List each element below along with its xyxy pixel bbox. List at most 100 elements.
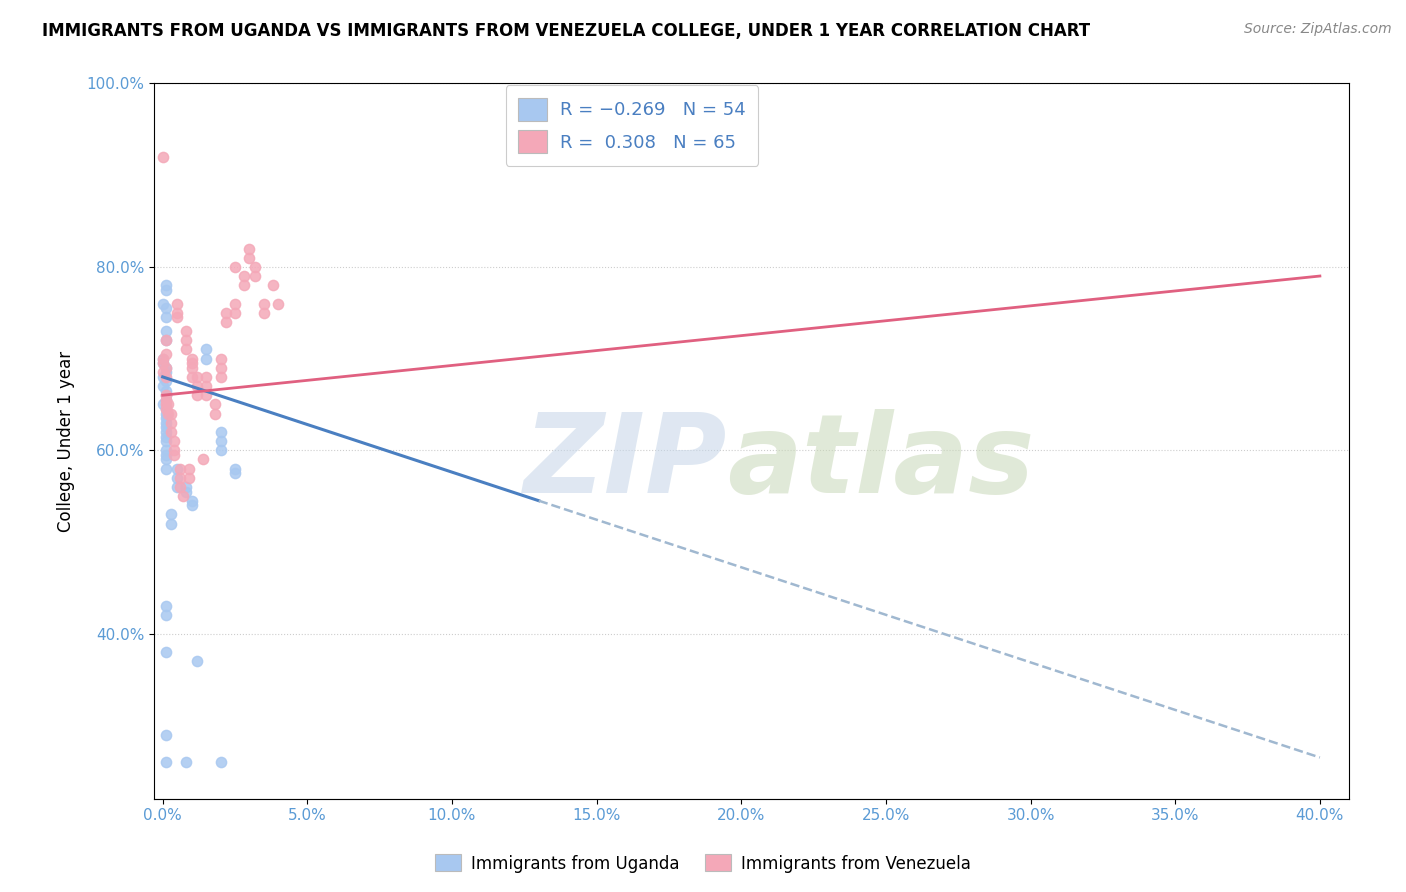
Point <box>204 407 226 421</box>
Point <box>155 452 177 467</box>
Point <box>155 599 177 614</box>
Point <box>155 324 177 338</box>
Point <box>195 351 218 366</box>
Point <box>155 448 177 462</box>
Point <box>155 384 177 398</box>
Point <box>195 379 218 393</box>
Point <box>160 416 183 430</box>
Point <box>174 484 197 499</box>
Point <box>174 755 197 769</box>
Point <box>155 388 177 402</box>
Point <box>180 498 202 512</box>
Point <box>174 324 197 338</box>
Point <box>155 360 177 375</box>
Point <box>155 301 177 315</box>
Point <box>155 392 177 407</box>
Point <box>155 411 177 425</box>
Point <box>177 471 200 485</box>
Y-axis label: College, Under 1 year: College, Under 1 year <box>58 351 75 532</box>
Point <box>163 443 186 458</box>
Point <box>155 360 177 375</box>
Point <box>180 360 202 375</box>
Point <box>209 370 232 384</box>
Point <box>152 356 174 370</box>
Point <box>186 370 208 384</box>
Point <box>155 392 177 407</box>
Point <box>155 608 177 623</box>
Point <box>238 251 260 265</box>
Point <box>163 448 186 462</box>
Point <box>209 351 232 366</box>
Point <box>160 516 183 531</box>
Point <box>155 434 177 449</box>
Point <box>215 306 238 320</box>
Point <box>163 434 186 449</box>
Point <box>224 296 246 310</box>
Point <box>172 489 194 503</box>
Point <box>209 360 232 375</box>
Point <box>186 388 208 402</box>
Point <box>166 306 188 320</box>
Point <box>209 755 232 769</box>
Point <box>174 480 197 494</box>
Point <box>152 356 174 370</box>
Point <box>155 283 177 297</box>
Point <box>174 343 197 357</box>
Point <box>186 379 208 393</box>
Point <box>180 356 202 370</box>
Point <box>152 351 174 366</box>
Point <box>155 375 177 389</box>
Point <box>155 728 177 742</box>
Point <box>224 461 246 475</box>
Point <box>152 379 174 393</box>
Point <box>155 333 177 347</box>
Point <box>262 278 284 293</box>
Legend: R = −0.269   N = 54, R =  0.308   N = 65: R = −0.269 N = 54, R = 0.308 N = 65 <box>506 86 758 166</box>
Point <box>174 333 197 347</box>
Point <box>180 493 202 508</box>
Point <box>166 461 188 475</box>
Point <box>155 402 177 417</box>
Point <box>155 310 177 325</box>
Text: atlas: atlas <box>727 409 1035 516</box>
Point <box>169 471 191 485</box>
Point <box>232 268 254 283</box>
Point <box>253 306 276 320</box>
Point <box>232 278 254 293</box>
Point <box>152 370 174 384</box>
Point <box>166 310 188 325</box>
Text: Source: ZipAtlas.com: Source: ZipAtlas.com <box>1244 22 1392 37</box>
Point <box>209 434 232 449</box>
Point <box>224 306 246 320</box>
Point <box>155 429 177 443</box>
Point <box>152 351 174 366</box>
Point <box>152 365 174 379</box>
Text: ZIP: ZIP <box>524 409 727 516</box>
Legend: Immigrants from Uganda, Immigrants from Venezuela: Immigrants from Uganda, Immigrants from … <box>427 847 979 880</box>
Point <box>160 407 183 421</box>
Point <box>209 443 232 458</box>
Point <box>155 416 177 430</box>
Point <box>224 260 246 274</box>
Point <box>155 645 177 659</box>
Point <box>155 443 177 458</box>
Point <box>238 242 260 256</box>
Point <box>166 480 188 494</box>
Point <box>155 755 177 769</box>
Point <box>180 351 202 366</box>
Point <box>166 296 188 310</box>
Point <box>186 654 208 668</box>
Point <box>160 508 183 522</box>
Point <box>155 420 177 434</box>
Point <box>155 370 177 384</box>
Point <box>253 296 276 310</box>
Point <box>195 388 218 402</box>
Point <box>155 425 177 439</box>
Point <box>245 268 267 283</box>
Point <box>152 150 174 164</box>
Point <box>155 365 177 379</box>
Point <box>157 407 180 421</box>
Point <box>152 397 174 411</box>
Point <box>155 347 177 361</box>
Point <box>195 370 218 384</box>
